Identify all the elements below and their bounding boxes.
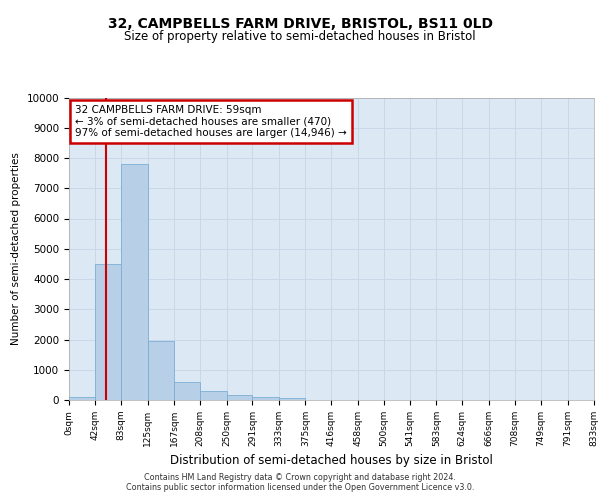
Bar bbox=[200, 391, 227, 400]
Text: 32 CAMPBELLS FARM DRIVE: 59sqm
← 3% of semi-detached houses are smaller (470)
97: 32 CAMPBELLS FARM DRIVE: 59sqm ← 3% of s… bbox=[76, 105, 347, 138]
X-axis label: Distribution of semi-detached houses by size in Bristol: Distribution of semi-detached houses by … bbox=[170, 454, 493, 468]
Bar bbox=[95, 264, 121, 400]
Text: 32, CAMPBELLS FARM DRIVE, BRISTOL, BS11 0LD: 32, CAMPBELLS FARM DRIVE, BRISTOL, BS11 … bbox=[107, 18, 493, 32]
Bar bbox=[121, 164, 148, 400]
Text: Contains HM Land Registry data © Crown copyright and database right 2024.
Contai: Contains HM Land Registry data © Crown c… bbox=[126, 473, 474, 492]
Bar bbox=[279, 398, 305, 400]
Bar bbox=[253, 397, 279, 400]
Y-axis label: Number of semi-detached properties: Number of semi-detached properties bbox=[11, 152, 21, 345]
Bar bbox=[148, 341, 174, 400]
Text: Size of property relative to semi-detached houses in Bristol: Size of property relative to semi-detach… bbox=[124, 30, 476, 43]
Bar bbox=[227, 396, 253, 400]
Bar bbox=[174, 382, 200, 400]
Bar bbox=[69, 397, 95, 400]
